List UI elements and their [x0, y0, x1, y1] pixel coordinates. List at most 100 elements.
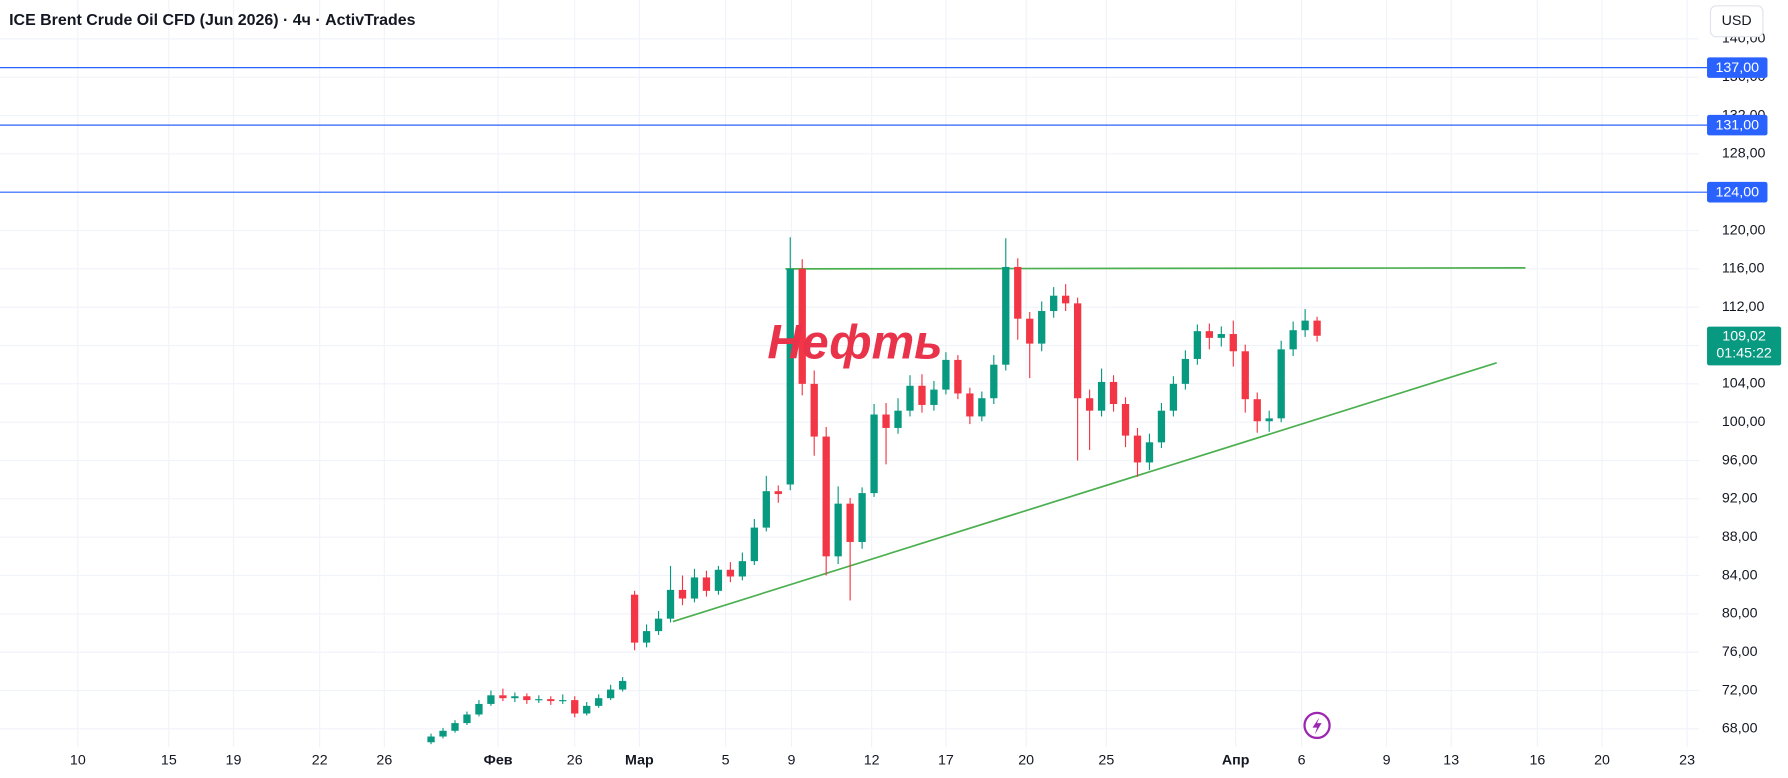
candle-body — [1301, 320, 1309, 331]
currency-button[interactable] — [1709, 5, 1764, 38]
y-tick-label: 116,00 — [1722, 261, 1765, 277]
candle-body — [1181, 358, 1190, 384]
candle-body — [1193, 331, 1202, 359]
x-tick-label: 23 — [1679, 753, 1695, 769]
y-tick-label: 96,00 — [1722, 452, 1758, 468]
candle-body — [666, 589, 675, 619]
alert-icon[interactable] — [1303, 711, 1331, 740]
price-line-tag — [1707, 57, 1768, 78]
countdown: 01:45:22 — [1716, 346, 1772, 362]
y-tick-label: 112,00 — [1722, 299, 1765, 315]
candle-body — [930, 389, 938, 405]
candle-body — [810, 383, 818, 437]
x-tick-label: 5 — [722, 753, 730, 769]
x-tick-label: 9 — [1383, 753, 1391, 769]
candle-body — [1133, 435, 1142, 463]
x-tick-label: 20 — [1594, 753, 1610, 769]
candle-body — [726, 569, 735, 577]
trendline — [785, 267, 1526, 270]
x-tick-label: 22 — [312, 753, 328, 769]
candle-body — [618, 680, 627, 690]
candle-body — [607, 689, 615, 699]
candle-body — [1050, 295, 1058, 312]
candle-body — [906, 385, 914, 411]
candle-body — [1109, 381, 1118, 404]
candle-body — [1229, 334, 1237, 352]
x-tick-label: Апр — [1222, 753, 1250, 769]
drawings — [0, 67, 1708, 623]
candle-body — [1014, 266, 1022, 319]
x-tick-label: Мар — [625, 753, 654, 769]
y-tick-label: 104,00 — [1722, 376, 1766, 392]
y-tick-label: 100,00 — [1722, 414, 1766, 430]
y-tick-label: 84,00 — [1722, 567, 1758, 583]
x-tick-label: 20 — [1018, 753, 1034, 769]
candle-body — [595, 698, 603, 706]
candle-body — [547, 699, 555, 702]
x-tick-label: Фев — [484, 753, 513, 769]
candle-body — [583, 705, 591, 714]
candle-body — [978, 398, 986, 417]
candle-body — [1062, 295, 1070, 304]
price-line-tag — [1707, 114, 1768, 136]
y-tick-label: 76,00 — [1722, 644, 1758, 660]
candle-body — [427, 736, 435, 743]
candle-body — [1277, 349, 1285, 419]
candle-body — [894, 410, 902, 428]
last-price-tag — [1707, 326, 1782, 366]
candle-body — [654, 618, 663, 632]
candle-body — [714, 569, 723, 591]
x-tick-label: 16 — [1529, 753, 1545, 769]
candle-body — [1265, 418, 1273, 422]
candle-body — [990, 364, 998, 399]
x-tick-label: 15 — [161, 753, 177, 769]
price-line-tag — [1707, 181, 1768, 203]
x-tick-label: 19 — [226, 753, 242, 769]
candle-body — [451, 723, 459, 731]
candle-body — [1002, 266, 1010, 365]
candle-body — [870, 414, 878, 494]
candle-body — [774, 491, 782, 495]
x-tick-label: 12 — [864, 753, 880, 769]
candle-body — [1217, 334, 1225, 338]
x-tick-label: 9 — [787, 753, 795, 769]
candle-body — [846, 503, 854, 542]
candle-body — [834, 503, 842, 557]
y-tick-label: 80,00 — [1722, 606, 1758, 622]
candle-body — [1169, 383, 1178, 411]
x-tick-label: 10 — [70, 753, 86, 769]
chart-title: ICE Brent Crude Oil CFD (Jun 2026) · 4ч … — [9, 12, 416, 29]
candle-body — [858, 493, 866, 542]
candle-body — [750, 527, 758, 562]
candle-body — [738, 561, 747, 577]
candle-body — [499, 695, 507, 699]
candle-body — [463, 714, 471, 724]
candle-body — [942, 359, 950, 390]
x-tick-label: 6 — [1298, 753, 1306, 769]
price-line-label: 137,00 — [1715, 60, 1759, 76]
y-tick-label: 88,00 — [1722, 529, 1758, 545]
y-tick-label: 72,00 — [1722, 682, 1758, 698]
candle-body — [642, 631, 651, 643]
x-tick-label: 13 — [1443, 753, 1459, 769]
candle-body — [559, 700, 567, 702]
last-price-label: 109,02 — [1722, 329, 1766, 345]
x-tick-label: 25 — [1098, 753, 1114, 769]
candle-body — [798, 268, 806, 384]
candle-body — [487, 695, 495, 704]
candle-body — [882, 414, 890, 428]
price-line-label: 124,00 — [1715, 185, 1759, 201]
x-tick-label: 17 — [938, 753, 954, 769]
price-line-label: 131,00 — [1715, 117, 1759, 133]
candle-body — [918, 385, 926, 405]
candle-body — [1205, 331, 1213, 338]
candle-body — [1157, 410, 1166, 443]
candle-body — [1038, 311, 1046, 344]
candle-body — [966, 393, 974, 417]
candle-body — [1145, 442, 1154, 463]
candles — [427, 237, 1321, 745]
candle-body — [1073, 303, 1082, 399]
axes: 68,00 72,00 76,00 80,00 84,00 88,00 92,00 96,00… — [70, 31, 1782, 769]
y-tick-label: 92,00 — [1722, 491, 1758, 507]
